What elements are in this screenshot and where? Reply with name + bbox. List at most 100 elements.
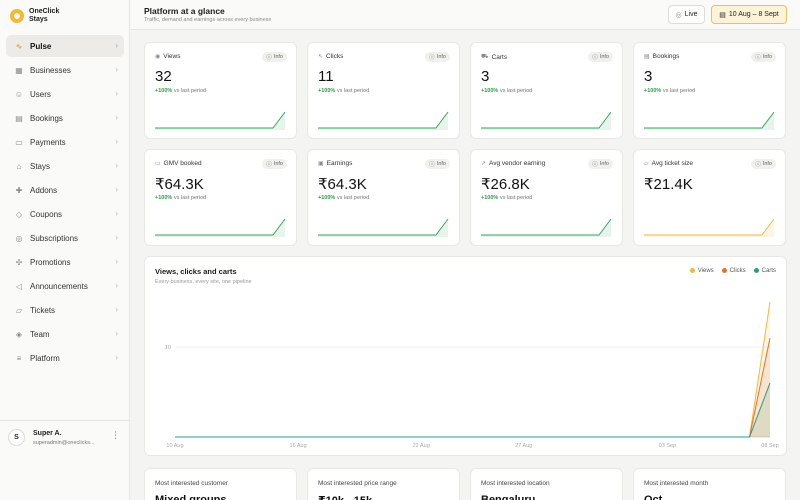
- x-tick-label: 03 Sep: [659, 443, 676, 449]
- sidebar-item-promotions[interactable]: ✣ Promotions ›: [6, 251, 124, 273]
- kpi-value: 3: [481, 68, 490, 85]
- sidebar-item-label: Businesses: [30, 65, 71, 75]
- sidebar-item-stays[interactable]: ⌂ Stays ›: [6, 155, 124, 177]
- chevron-right-icon: ›: [115, 305, 118, 314]
- info-button[interactable]: ⓘ Info: [425, 159, 450, 169]
- sparkline-area: [481, 219, 611, 237]
- kpi-delta-value: +100%: [318, 195, 336, 201]
- sidebar-item-businesses[interactable]: ▦ Businesses ›: [6, 59, 124, 81]
- kpi-label-text: GMV booked: [163, 160, 202, 167]
- date-range-button[interactable]: ▤ 10 Aug – 8 Sept: [711, 5, 787, 24]
- sidebar-item-announcements[interactable]: ◁ Announcements ›: [6, 275, 124, 297]
- insight-value: Mixed groups: [155, 494, 227, 500]
- sidebar-item-pulse[interactable]: ∿ Pulse ›: [6, 35, 124, 57]
- sparkline-line: [644, 218, 775, 236]
- series-area-views: [175, 302, 770, 437]
- info-button[interactable]: ⓘ Info: [751, 159, 776, 169]
- info-icon: ⓘ: [266, 162, 272, 168]
- sidebar-item-subscriptions[interactable]: ◎ Subscriptions ›: [6, 227, 124, 249]
- info-button[interactable]: ⓘ Info: [588, 159, 613, 169]
- kpi-delta-value: +100%: [481, 195, 499, 201]
- kpi-label-text: Carts: [491, 53, 508, 61]
- info-label: Info: [436, 54, 446, 60]
- insight-value: Oct: [644, 494, 663, 500]
- kpi-label-text: Earnings: [326, 160, 353, 167]
- insight-value: ₹10k - 15k: [318, 494, 372, 500]
- kpi-label: ◉ Views: [155, 53, 180, 60]
- sidebar-item-platform[interactable]: ≡ Platform ›: [6, 347, 124, 369]
- kpi-delta-note: vs last period: [173, 195, 207, 201]
- insight-label: Most interested month: [644, 480, 709, 487]
- chevron-right-icon: ›: [115, 185, 118, 194]
- user-email: superadmin@oneclicks...: [33, 440, 95, 446]
- live-button-label: Live: [684, 11, 698, 18]
- chart-legend: Views Clicks Carts: [689, 268, 776, 275]
- insight-label: Most interested location: [481, 480, 550, 487]
- kpi-value: 3: [644, 68, 653, 85]
- x-tick-label: 08 Sep: [761, 443, 778, 449]
- kpi-label: ↗ Avg vendor earning: [481, 160, 545, 167]
- info-icon: ⓘ: [429, 162, 435, 168]
- sidebar-item-tickets[interactable]: ▱ Tickets ›: [6, 299, 124, 321]
- more-vertical-icon[interactable]: ⋮: [111, 430, 120, 440]
- sidebar-item-label: Tickets: [30, 305, 56, 315]
- avatar[interactable]: S: [8, 429, 25, 446]
- kpi-sparkline: [644, 218, 775, 237]
- kpi-delta-note: vs last period: [662, 88, 696, 94]
- info-button[interactable]: ⓘ Info: [262, 52, 287, 62]
- sparkline-area: [644, 219, 774, 237]
- kpi-value: ₹21.4K: [644, 176, 693, 193]
- chevron-right-icon: ›: [115, 281, 118, 290]
- series-area-carts: [175, 383, 770, 437]
- insight-card: Most interested customer Mixed groups: [144, 468, 297, 500]
- shield-icon: ◈: [15, 329, 23, 339]
- series-line-views: [175, 301, 771, 438]
- info-icon: ⓘ: [755, 55, 761, 61]
- sparkline-area: [481, 112, 611, 130]
- sidebar-item-addons[interactable]: ✚ Addons ›: [6, 179, 124, 201]
- bed-icon: ⌂: [16, 161, 22, 171]
- kpi-value: 11: [318, 68, 334, 85]
- kpi-delta: +100% vs last period: [155, 88, 206, 94]
- sparkline-line: [644, 111, 775, 129]
- kpi-value: 32: [155, 68, 172, 85]
- sparkline-line: [155, 218, 286, 236]
- sidebar-item-users[interactable]: ☺ Users ›: [6, 83, 124, 105]
- calendar-icon: ▤: [719, 11, 726, 19]
- traffic-chart-card: Views, clicks and carts Every business, …: [144, 256, 787, 456]
- legend-carts[interactable]: Carts: [753, 268, 776, 275]
- sidebar-item-team[interactable]: ◈ Team ›: [6, 323, 124, 345]
- kpi-card-avg-vendor-earning: ↗ Avg vendor earning ⓘ Info ₹26.8K +100% vs l…: [470, 149, 623, 246]
- sparkline-line: [318, 218, 449, 236]
- kpi-label-text: Avg vendor earning: [489, 160, 546, 167]
- legend-clicks[interactable]: Clicks: [721, 268, 746, 275]
- sidebar-item-payments[interactable]: ▭ Payments ›: [6, 131, 124, 153]
- chart-subtitle: Every business, every site, one pipeline: [155, 279, 252, 285]
- info-button[interactable]: ⓘ Info: [262, 159, 287, 169]
- calendar-icon: ▤: [15, 113, 23, 123]
- brand[interactable]: OneClick Stays: [10, 8, 69, 24]
- kpi-delta-value: +100%: [155, 195, 173, 201]
- sidebar-item-bookings[interactable]: ▤ Bookings ›: [6, 107, 124, 129]
- sidebar-item-label: Payments: [30, 137, 66, 147]
- legend-label: Carts: [761, 268, 776, 275]
- x-tick-label: 10 Aug: [166, 443, 183, 449]
- sidebar-item-coupons[interactable]: ◇ Coupons ›: [6, 203, 124, 225]
- info-button[interactable]: ⓘ Info: [751, 52, 776, 62]
- chevron-right-icon: ›: [115, 65, 118, 74]
- coins-icon: ◎: [15, 233, 23, 243]
- kpi-delta-note: vs last period: [336, 195, 370, 201]
- chevron-right-icon: ›: [115, 233, 118, 242]
- legend-label: Clicks: [729, 268, 746, 275]
- legend-views[interactable]: Views: [689, 268, 714, 274]
- chevron-right-icon: ›: [115, 329, 118, 338]
- ticket-icon: ▱: [644, 161, 649, 167]
- info-button[interactable]: ⓘ Info: [425, 52, 450, 62]
- sidebar-item-label: Announcements: [30, 281, 88, 291]
- kpi-delta-value: +100%: [318, 88, 336, 94]
- info-icon: ⓘ: [755, 162, 761, 168]
- info-button[interactable]: ⓘ Info: [588, 52, 613, 62]
- kpi-delta-note: vs last period: [499, 195, 533, 201]
- cart-icon: ⛟: [481, 54, 489, 60]
- live-button[interactable]: ◎ Live: [668, 5, 705, 24]
